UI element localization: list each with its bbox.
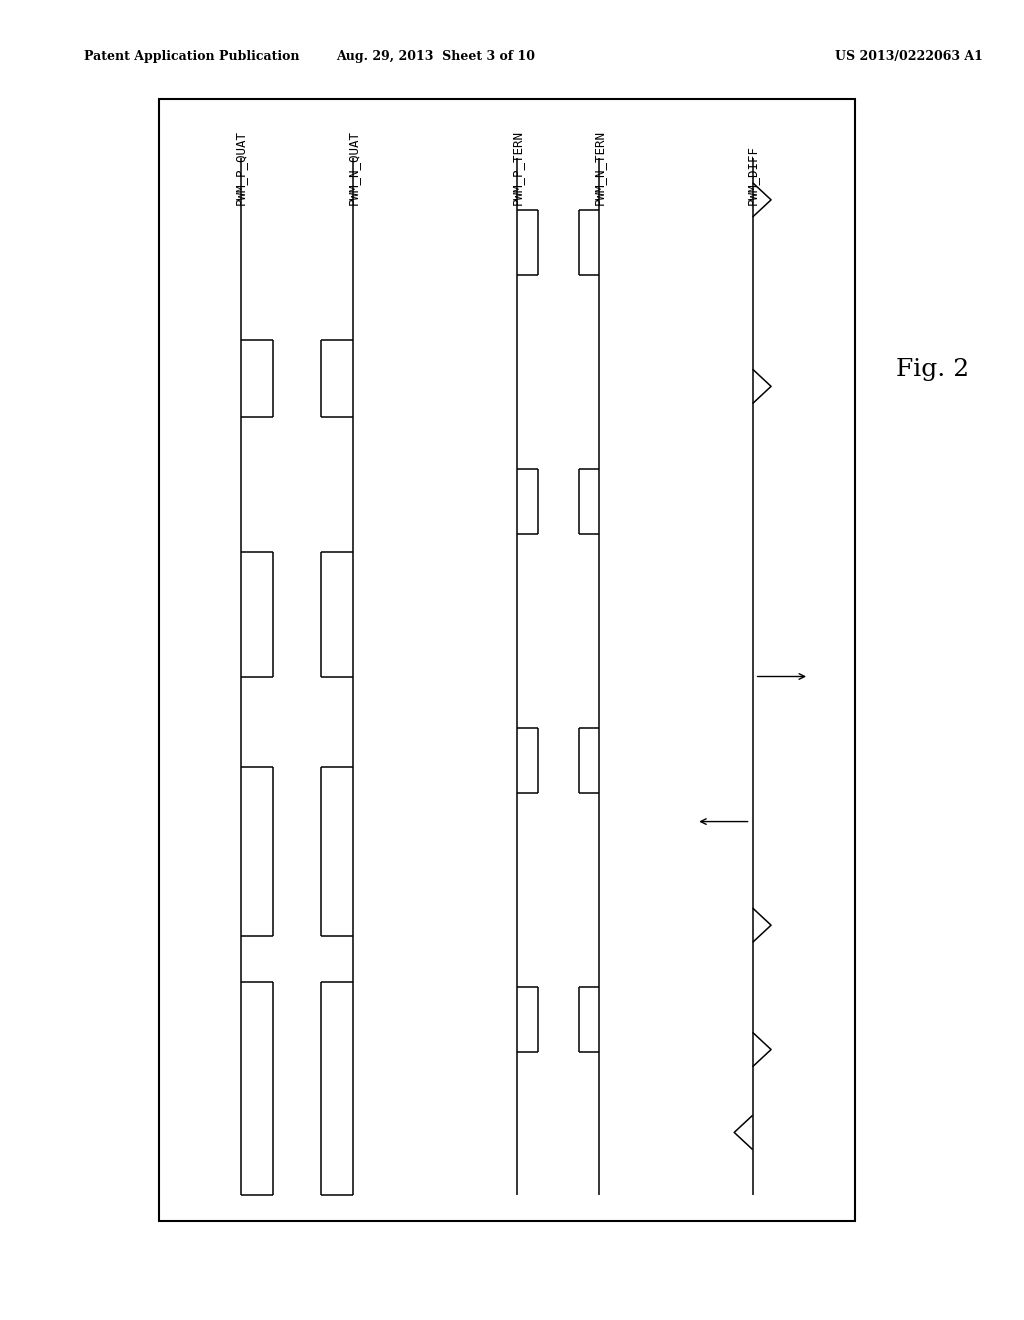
Text: PWM_P_TERN: PWM_P_TERN (511, 129, 523, 205)
Text: Fig. 2: Fig. 2 (896, 358, 969, 381)
Text: PWM_N_QUAT: PWM_N_QUAT (347, 129, 359, 205)
Text: PWM_DIFF: PWM_DIFF (746, 145, 759, 205)
Text: Patent Application Publication: Patent Application Publication (84, 50, 299, 63)
Text: PWM_N_TERN: PWM_N_TERN (593, 129, 605, 205)
Text: Aug. 29, 2013  Sheet 3 of 10: Aug. 29, 2013 Sheet 3 of 10 (336, 50, 535, 63)
Text: PWM_P_QUAT: PWM_P_QUAT (234, 129, 247, 205)
Bar (159, 99, 855, 1221)
Text: US 2013/0222063 A1: US 2013/0222063 A1 (835, 50, 982, 63)
